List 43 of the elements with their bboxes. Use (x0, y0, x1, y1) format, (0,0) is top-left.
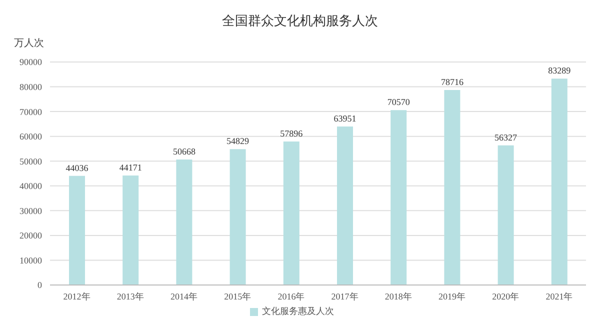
bar (230, 149, 246, 285)
bar (176, 159, 192, 285)
x-tick-label: 2020年 (492, 291, 520, 302)
y-tick-label: 80000 (20, 82, 42, 92)
x-tick-label: 2013年 (116, 291, 144, 302)
data-label: 63951 (334, 114, 356, 124)
x-tick-label: 2014年 (170, 291, 198, 302)
data-label: 78716 (440, 76, 464, 87)
bar (122, 176, 139, 285)
data-label: 54829 (226, 136, 250, 146)
data-label: 57896 (280, 128, 304, 139)
bar (283, 142, 300, 285)
data-label: 50668 (172, 146, 196, 156)
x-tick-label: 2017年 (331, 291, 358, 302)
bar (498, 145, 514, 285)
y-tick-label: 40000 (20, 181, 42, 192)
data-label: 44036 (66, 162, 89, 173)
y-axis-title: 万人次 (14, 37, 44, 50)
y-tick-label: 60000 (20, 132, 42, 142)
y-tick-label: 90000 (20, 57, 42, 68)
bar (444, 90, 460, 285)
x-tick-label: 2019年 (438, 291, 466, 302)
x-tick-label: 2015年 (224, 291, 252, 302)
x-tick-label: 2021年 (546, 291, 573, 302)
y-tick-label: 0 (38, 280, 42, 290)
y-tick-label: 50000 (20, 156, 42, 166)
x-tick-label: 2018年 (384, 291, 412, 302)
y-tick-label: 20000 (20, 230, 42, 241)
bar (551, 78, 568, 285)
data-label: 56327 (494, 132, 518, 142)
chart-title: 全国群众文化机构服务人次 (221, 12, 379, 30)
data-label: 83289 (548, 66, 572, 76)
bar (390, 110, 407, 285)
legend-label: 文化服务惠及人次 (262, 306, 334, 316)
bar (69, 176, 85, 285)
bar (337, 126, 353, 285)
y-tick-label: 70000 (20, 106, 42, 117)
x-tick-label: 2016年 (278, 291, 305, 302)
x-tick-label: 2012年 (63, 291, 90, 302)
y-tick-label: 30000 (20, 206, 42, 216)
data-label: 70570 (387, 97, 410, 108)
y-tick-label: 10000 (20, 255, 42, 266)
data-label: 44171 (119, 162, 142, 173)
